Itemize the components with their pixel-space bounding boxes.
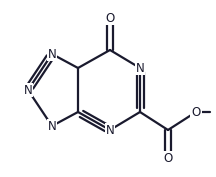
Text: O: O xyxy=(163,152,173,164)
Text: O: O xyxy=(105,12,115,24)
Text: N: N xyxy=(48,47,56,61)
Text: N: N xyxy=(106,124,114,136)
Text: O: O xyxy=(191,105,201,118)
Text: N: N xyxy=(136,61,144,75)
Text: N: N xyxy=(24,84,32,96)
Text: N: N xyxy=(48,119,56,133)
